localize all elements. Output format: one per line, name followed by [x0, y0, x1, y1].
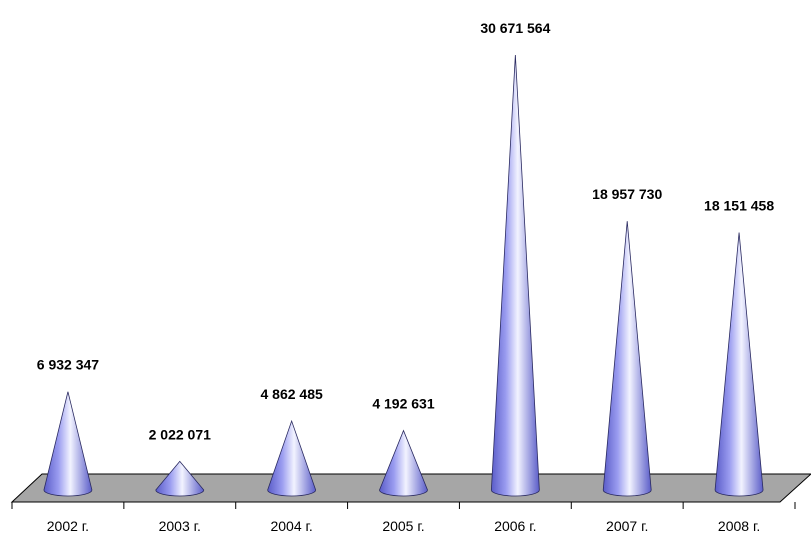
x-tick-label-4: 2005 г.: [382, 518, 424, 534]
cone-bar-4: [379, 429, 428, 497]
cone-bar-7: [714, 232, 764, 497]
cone-bar-2: [155, 460, 205, 497]
data-label-4: 4 192 631: [372, 396, 434, 412]
x-tick-label-1: 2002 г.: [47, 518, 89, 534]
data-label-2: 2 022 071: [149, 426, 211, 442]
data-label-1: 6 932 347: [37, 357, 99, 373]
data-label-5: 30 671 564: [480, 20, 550, 36]
cone-bar-1: [43, 391, 93, 497]
cone-bar-3: [267, 419, 317, 497]
cone-bar-6: [602, 221, 652, 497]
cone-bar-5: [490, 54, 540, 497]
x-tick-label-7: 2008 г.: [718, 518, 760, 534]
x-tick-label-6: 2007 г.: [606, 518, 648, 534]
x-tick-label-5: 2006 г.: [494, 518, 536, 534]
data-label-3: 4 862 485: [260, 386, 322, 402]
data-label-7: 18 151 458: [704, 198, 774, 214]
data-label-6: 18 957 730: [592, 186, 662, 202]
x-tick-label-3: 2004 г.: [270, 518, 312, 534]
x-tick-label-2: 2003 г.: [159, 518, 201, 534]
